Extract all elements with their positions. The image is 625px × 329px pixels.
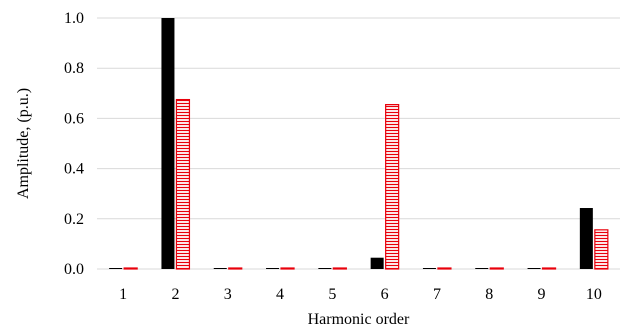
bar-series-1 <box>109 268 123 269</box>
y-tick-label: 1.0 <box>64 10 84 27</box>
bar-series-2 <box>489 267 504 270</box>
bars <box>109 18 609 270</box>
bar-series-1 <box>266 268 280 269</box>
bar-series-2 <box>123 267 138 270</box>
x-tick-label: 5 <box>328 286 336 303</box>
x-tick-label: 4 <box>276 286 284 303</box>
bar-series-1 <box>213 268 227 269</box>
bar-series-1 <box>422 268 436 269</box>
bar-series-1 <box>370 257 384 269</box>
bar-series-2 <box>541 267 557 270</box>
x-tick-label: 9 <box>538 286 546 303</box>
y-axis-title: Amplitude, (p.u.) <box>15 88 32 199</box>
y-tick-label: 0.4 <box>64 161 84 178</box>
bar-series-2 <box>175 98 191 270</box>
bar-series-1 <box>527 268 541 269</box>
x-tick-label: 1 <box>119 286 127 303</box>
bar-series-1 <box>579 208 593 269</box>
bar-series-2 <box>228 267 243 270</box>
gridlines <box>97 17 620 270</box>
bar-series-1 <box>475 268 489 269</box>
y-tick-label: 0.6 <box>64 110 84 127</box>
bar-series-1 <box>318 268 332 269</box>
x-tick-label: 2 <box>171 286 179 303</box>
bar-series-2 <box>437 267 452 270</box>
x-tick-labels: 1 2 3 4 5 6 7 8 9 10 <box>119 286 602 303</box>
x-axis-title: Harmonic order <box>308 311 410 328</box>
x-tick-label: 3 <box>224 286 232 303</box>
bar-series-2 <box>280 267 295 270</box>
x-tick-label: 8 <box>485 286 493 303</box>
x-tick-label: 10 <box>586 286 602 303</box>
bar-series-1 <box>161 18 175 269</box>
y-tick-label: 0.0 <box>64 261 84 278</box>
bar-series-2 <box>332 267 347 270</box>
bar-series-2 <box>594 229 609 270</box>
x-tick-label: 6 <box>381 286 389 303</box>
x-tick-label: 7 <box>433 286 441 303</box>
y-tick-labels: 0.0 0.2 0.4 0.6 0.8 1.0 <box>64 10 84 278</box>
y-tick-label: 0.8 <box>64 60 84 77</box>
y-tick-label: 0.2 <box>64 211 84 228</box>
bar-series-2 <box>385 103 400 270</box>
